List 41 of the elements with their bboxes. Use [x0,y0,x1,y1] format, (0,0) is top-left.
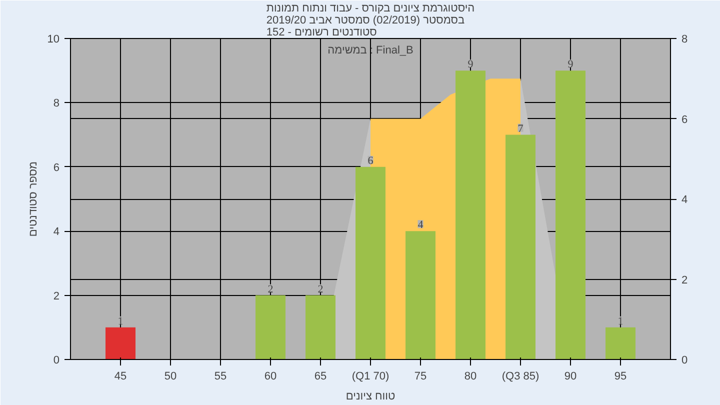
data-label: 2 [268,283,274,296]
y-tick-label: 2 [53,290,60,302]
y-tick-label: 6 [53,162,60,174]
bar [456,70,486,360]
x-tick-label: 80 [464,370,477,382]
data-label: 4 [418,219,424,232]
bar [106,327,136,360]
data-label: 7 [518,122,524,135]
y2-tick-label: 2 [682,274,688,286]
bar [406,231,436,360]
data-label: 1 [618,315,624,328]
annotation: במשימה : Final_B [328,44,414,56]
x-tick-label: 45 [114,370,127,382]
data-label: 1 [118,315,124,328]
chart-title: היסטוגרמת ציונים בקורס - עבוד ונתוח תמונות בסמסטר (02/2019) סמסטר אביב 2019/20 סטודנטים רשומים - 152 [266,2,475,38]
x-axis-title: טווח ציונים [346,390,396,402]
y-tick-label: 10 [47,34,60,46]
y2-tick-label: 4 [682,194,688,206]
x-tick-label: 50 [164,370,177,382]
y-tick-label: 4 [53,226,60,238]
y2-tick-label: 0 [682,354,688,366]
x-tick-label: 60 [264,370,277,382]
data-label: 9 [468,58,474,71]
x-tick-label: 75 [414,370,427,382]
data-label: 2 [318,283,324,296]
x-tick-label: (Q1 70) [352,370,390,382]
x-tick-label: 95 [614,370,627,382]
data-label: 9 [568,58,574,71]
y-tick-label: 0 [53,354,60,366]
data-label: 6 [368,154,374,167]
y-tick-label: 8 [53,98,60,110]
bar [256,295,286,360]
x-tick-label: (Q3 85) [502,370,540,382]
bar [306,295,336,360]
y-axis-title: מספר סטודנטים [27,161,40,237]
y2-tick-label: 6 [682,114,688,126]
x-tick-label: 65 [314,370,327,382]
y2-tick-label: 8 [682,34,688,46]
x-tick-label: 55 [214,370,227,382]
bar [606,327,636,360]
x-tick-label: 90 [564,370,577,382]
